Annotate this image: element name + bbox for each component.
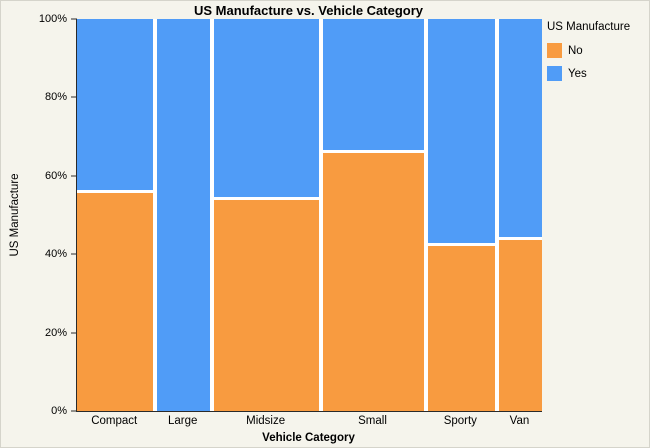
y-axis-label: US Manufacture: [9, 173, 21, 257]
y-tick-mark: [71, 18, 77, 20]
chart-title: US Manufacture vs. Vehicle Category: [193, 3, 424, 18]
legend-title: US Manufacture: [547, 21, 631, 33]
x-tick-label-van: Van: [509, 415, 530, 427]
mosaic-column-sporty[interactable]: [427, 19, 495, 411]
y-tick-mark: [71, 253, 77, 255]
legend-item-no[interactable]: No: [547, 43, 647, 58]
x-axis-label: Vehicle Category: [262, 432, 355, 444]
x-tick-label-compact: Compact: [91, 415, 138, 427]
mosaic-column-large[interactable]: [157, 19, 210, 411]
x-tick-label-large: Large: [167, 415, 198, 427]
mosaic-column-small[interactable]: [323, 19, 424, 411]
segment-no-small[interactable]: [323, 149, 424, 411]
y-tick-label: 20%: [44, 326, 67, 339]
segment-yes-sporty[interactable]: [427, 19, 495, 243]
legend-item-yes[interactable]: Yes: [547, 66, 647, 81]
legend-item-label: Yes: [568, 67, 587, 80]
segment-no-van[interactable]: [498, 236, 542, 411]
segment-yes-small[interactable]: [323, 19, 424, 150]
legend-item-label: No: [568, 44, 583, 57]
y-tick-mark: [71, 410, 77, 412]
legend-items: No Yes: [547, 43, 647, 81]
mosaic-column-compact[interactable]: [77, 19, 154, 411]
mosaic-column-midsize[interactable]: [213, 19, 320, 411]
x-axis-tick-labels: Compact Large Midsize Small Sporty Van: [76, 415, 541, 427]
x-tick-label-sporty: Sporty: [443, 415, 477, 427]
y-tick-mark: [71, 175, 77, 177]
segment-no-compact[interactable]: [77, 190, 154, 411]
legend-swatch-no: [547, 43, 562, 58]
y-tick-label: 100%: [38, 13, 67, 25]
x-tick-label-small: Small: [358, 415, 387, 427]
segment-yes-large[interactable]: [157, 19, 210, 411]
segment-yes-midsize[interactable]: [213, 19, 320, 198]
y-tick-label: 60%: [44, 169, 67, 182]
mosaic-plot: [77, 19, 542, 411]
segment-yes-compact[interactable]: [77, 19, 154, 191]
mosaic-column-van[interactable]: [498, 19, 542, 411]
segment-no-midsize[interactable]: [213, 197, 320, 411]
y-tick-label: 0%: [51, 405, 67, 417]
segment-no-sporty[interactable]: [427, 242, 495, 411]
plot-area: 0% 20% 40% 60% 80% 100%: [39, 13, 542, 417]
x-tick-label-midsize: Midsize: [246, 415, 286, 427]
segment-yes-van[interactable]: [498, 19, 542, 237]
y-tick-mark: [71, 332, 77, 334]
y-tick-mark: [71, 96, 77, 98]
legend-swatch-yes: [547, 66, 562, 81]
y-tick-label: 80%: [44, 91, 67, 104]
legend: US Manufacture No Yes: [547, 21, 647, 89]
y-tick-label: 40%: [44, 248, 67, 261]
